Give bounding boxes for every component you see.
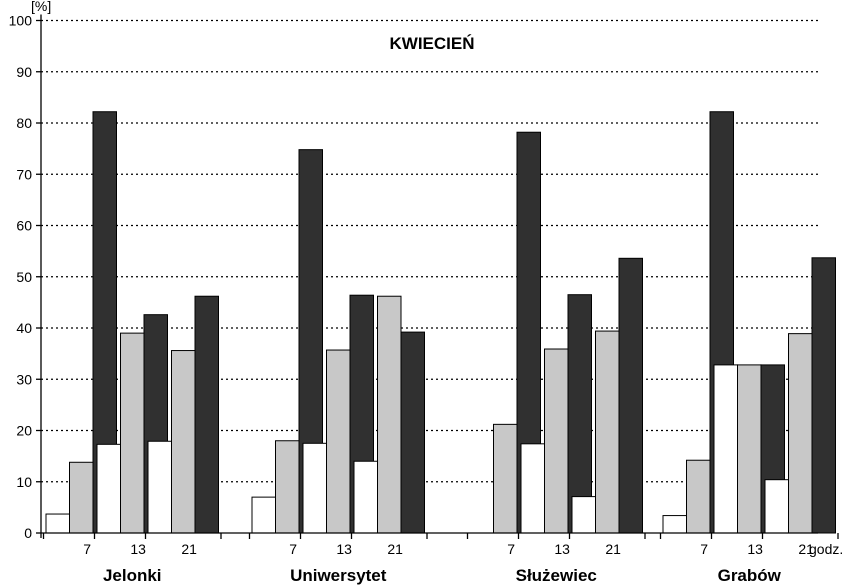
bar-Jelonki-13-s1 xyxy=(96,443,121,534)
y-axis-label: [%] xyxy=(31,0,51,14)
bar-Służewiec-13-s1 xyxy=(520,443,545,534)
chart-title: KWIECIEŃ xyxy=(390,34,475,53)
x-tick-label: 7 xyxy=(507,541,515,557)
axes xyxy=(36,14,839,539)
bar-Grabów-13-s2 xyxy=(737,364,762,534)
bar-Grabów-7-s2 xyxy=(686,459,711,534)
bar-Jelonki-13-s2 xyxy=(120,332,145,534)
bar-Jelonki-21-s3 xyxy=(194,295,219,534)
bar-Służewiec-7-s2 xyxy=(493,423,518,534)
x-tick-label: 7 xyxy=(700,541,708,557)
bar-Grabów-21-s2 xyxy=(788,333,813,534)
y-tick-label: 10 xyxy=(16,474,32,490)
bar-Jelonki-7-s1 xyxy=(45,513,70,534)
bar-Jelonki-7-s2 xyxy=(69,461,94,534)
group-label: Uniwersytet xyxy=(290,566,387,585)
bar-Służewiec-21-s3 xyxy=(618,257,643,534)
x-tick-label: 21 xyxy=(387,541,403,557)
y-tick-label: 30 xyxy=(16,371,32,387)
y-tick-label: 20 xyxy=(16,423,32,439)
bar-Uniwersytet-7-s1 xyxy=(251,496,276,534)
bar-Służewiec-21-s2 xyxy=(595,330,620,534)
x-tick-label: 21 xyxy=(181,541,197,557)
x-tick-label: 7 xyxy=(289,541,297,557)
x-tick-label: 13 xyxy=(336,541,352,557)
x-tick-label: 21 xyxy=(798,541,814,557)
bar-Jelonki-21-s2 xyxy=(171,350,196,534)
bar-Uniwersytet-21-s3 xyxy=(400,331,425,534)
group-label: Jelonki xyxy=(103,566,162,585)
bar-Służewiec-13-s2 xyxy=(544,348,569,534)
bar-Jelonki-21-s1 xyxy=(147,440,172,534)
bar-Uniwersytet-13-s2 xyxy=(326,349,351,534)
y-tick-label: 50 xyxy=(16,269,32,285)
y-tick-label: 0 xyxy=(24,525,32,541)
bar-Uniwersytet-21-s2 xyxy=(377,295,402,534)
bar-Grabów-21-s3 xyxy=(811,257,836,534)
y-tick-label: 100 xyxy=(9,13,33,29)
group-label: Grabów xyxy=(718,566,782,585)
x-tick-label: 13 xyxy=(747,541,763,557)
x-tick-label: 13 xyxy=(130,541,146,557)
x-tick-label: 13 xyxy=(554,541,570,557)
x-tick-label: 21 xyxy=(605,541,621,557)
bar-Grabów-13-s1 xyxy=(713,364,738,534)
bar-Uniwersytet-21-s1 xyxy=(353,460,378,534)
bar-Grabów-21-s1 xyxy=(764,479,789,534)
y-tick-label: 40 xyxy=(16,320,32,336)
y-tick-label: 60 xyxy=(16,218,32,234)
bar-Grabów-7-s1 xyxy=(662,515,687,534)
x-axis-unit-label: godz. xyxy=(809,541,843,557)
bar-Uniwersytet-7-s2 xyxy=(275,440,300,534)
y-tick-label: 90 xyxy=(16,64,32,80)
bars xyxy=(45,111,836,534)
y-tick-label: 80 xyxy=(16,115,32,131)
bar-Uniwersytet-13-s1 xyxy=(302,442,327,534)
bar-Służewiec-21-s1 xyxy=(571,496,596,534)
group-label: Służewiec xyxy=(516,566,597,585)
x-tick-label: 7 xyxy=(83,541,91,557)
y-tick-label: 70 xyxy=(16,166,32,182)
